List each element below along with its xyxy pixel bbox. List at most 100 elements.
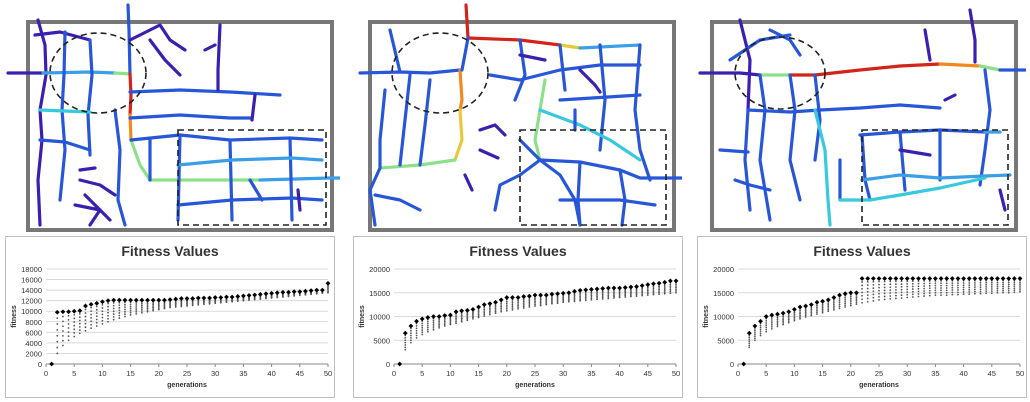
y-tick-label: 0 [386, 360, 390, 369]
population-marker [765, 322, 768, 324]
road-segment [113, 71, 132, 76]
population-marker [157, 301, 160, 304]
population-marker [804, 312, 807, 315]
population-marker [669, 290, 672, 293]
best-fitness-marker [71, 308, 77, 314]
population-marker [607, 297, 610, 300]
population-marker [415, 334, 418, 337]
population-marker [118, 314, 121, 317]
population-marker [855, 301, 858, 304]
x-tick-label: 15 [818, 369, 826, 378]
road-segment [998, 188, 1007, 212]
population-marker [415, 327, 418, 330]
population-marker [567, 295, 570, 298]
population-marker [985, 286, 988, 288]
population-marker [962, 284, 965, 287]
dashed-rect-region [177, 129, 327, 226]
population-marker [438, 325, 441, 328]
best-fitness-marker [464, 307, 470, 313]
population-marker [793, 313, 796, 316]
population-marker [917, 290, 920, 293]
best-fitness-marker [870, 276, 876, 281]
road-segment [978, 64, 1002, 72]
population-marker [56, 329, 59, 331]
population-marker [816, 309, 818, 312]
best-fitness-marker [133, 297, 139, 303]
population-marker [895, 289, 897, 291]
population-marker [624, 289, 627, 292]
x-tick-label: 30 [903, 369, 911, 378]
y-tick-label: 4000 [25, 339, 42, 348]
population-marker [95, 325, 98, 327]
road-segment [58, 30, 67, 202]
population-marker [517, 301, 519, 304]
population-marker [67, 331, 70, 334]
population-marker [421, 322, 424, 325]
population-marker [821, 305, 824, 308]
population-marker [107, 311, 109, 314]
road-segment [488, 63, 642, 82]
road-segment [558, 93, 642, 102]
population-marker [883, 295, 886, 298]
population-marker [973, 284, 976, 286]
x-tick-label: 25 [875, 369, 883, 378]
population-marker [1019, 283, 1021, 286]
road-segment [818, 103, 942, 112]
population-marker [460, 316, 463, 318]
population-marker [646, 292, 649, 295]
population-marker [466, 317, 469, 320]
population-marker [1019, 290, 1021, 293]
population-marker [601, 298, 604, 300]
population-marker [73, 317, 76, 320]
population-marker [157, 308, 160, 311]
population-marker [635, 293, 638, 296]
best-fitness-marker [190, 296, 196, 301]
best-fitness-marker [566, 290, 572, 296]
population-marker [629, 288, 632, 291]
population-marker [968, 286, 971, 289]
population-marker [754, 339, 756, 342]
best-fitness-marker [448, 312, 453, 318]
best-fitness-marker [848, 290, 854, 296]
population-marker [140, 304, 143, 307]
best-fitness-marker [201, 295, 207, 301]
population-marker [443, 323, 446, 326]
population-marker [979, 290, 982, 293]
road-segment [216, 23, 222, 92]
population-marker [1002, 291, 1004, 294]
population-marker [906, 296, 909, 299]
population-marker [432, 327, 435, 329]
population-marker [590, 298, 593, 301]
population-marker [652, 289, 655, 291]
population-marker [1007, 287, 1010, 290]
population-marker [787, 315, 790, 318]
population-marker [545, 299, 548, 302]
population-marker [327, 286, 329, 289]
road-segment [33, 30, 92, 42]
population-marker [584, 299, 587, 302]
population-marker [624, 290, 627, 293]
population-marker [601, 295, 604, 297]
dashed-rect-region [519, 129, 667, 226]
population-marker [601, 292, 604, 294]
population-marker [421, 326, 424, 329]
population-marker [838, 298, 841, 300]
road-segment [418, 78, 432, 167]
population-marker [112, 307, 115, 310]
population-marker [415, 329, 418, 332]
population-marker [410, 336, 412, 339]
population-marker [979, 284, 982, 286]
y-tick-label: 6000 [25, 328, 42, 337]
population-marker [78, 329, 81, 332]
x-tick-label: 5 [72, 369, 76, 378]
population-marker [112, 315, 115, 318]
population-marker [562, 301, 565, 304]
road-segment [378, 158, 457, 170]
population-marker [1007, 291, 1010, 294]
population-marker [494, 306, 497, 308]
population-marker [90, 313, 93, 316]
population-marker [618, 291, 621, 293]
population-marker [596, 297, 598, 299]
population-marker [1002, 289, 1004, 292]
population-marker [404, 344, 407, 346]
